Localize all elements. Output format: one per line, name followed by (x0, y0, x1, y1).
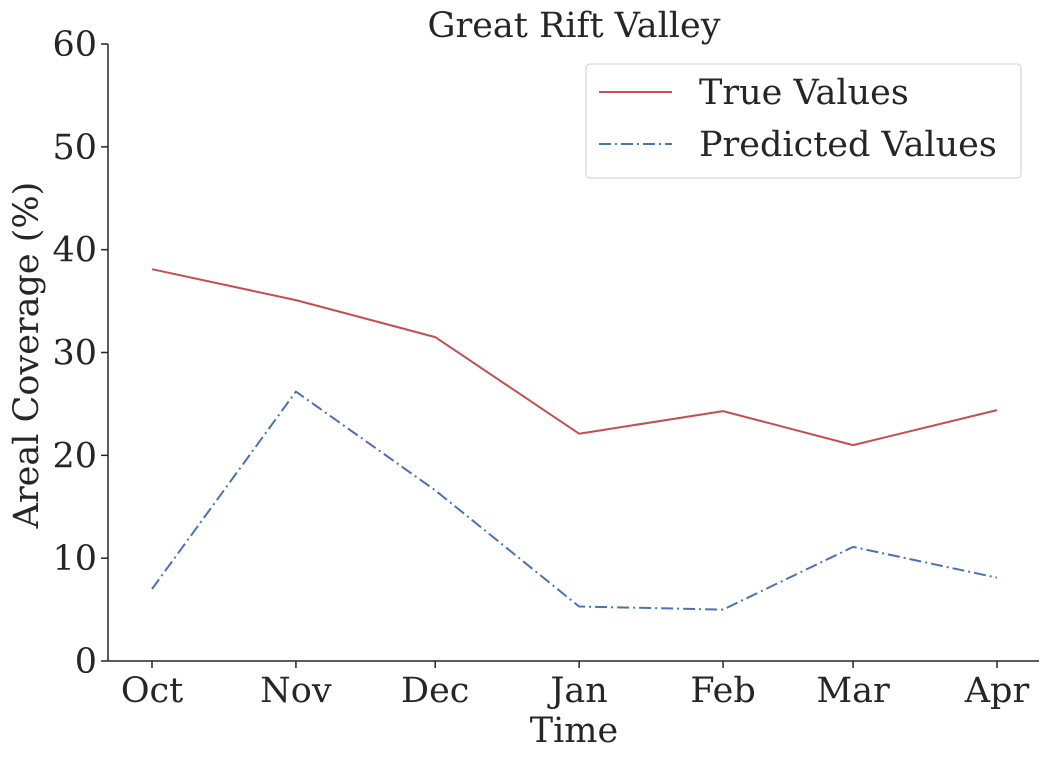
x-tick-label: Mar (816, 671, 890, 711)
x-ticks: Oct Nov Dec Jan Feb Mar Apr (121, 661, 1030, 711)
y-tick-label: 40 (52, 231, 97, 271)
y-tick-label: 50 (52, 128, 97, 168)
chart-title: Great Rift Valley (428, 6, 721, 46)
series-line-predicted-values (151, 390, 998, 611)
y-ticks: 0 10 20 30 40 50 60 (52, 25, 108, 682)
x-tick-label: Oct (121, 671, 183, 711)
legend: True Values Predicted Values (585, 63, 1022, 179)
legend-label-true-values: True Values (699, 73, 909, 113)
legend-label-predicted-values: Predicted Values (699, 125, 997, 165)
y-tick-label: 10 (52, 539, 97, 579)
y-axis-label: Areal Coverage (%) (7, 182, 47, 530)
y-tick-label: 20 (52, 436, 97, 476)
y-tick-label: 0 (75, 642, 97, 682)
x-tick-label: Dec (401, 671, 469, 711)
series-layer (151, 268, 998, 611)
x-tick-label: Feb (690, 671, 756, 711)
x-tick-label: Nov (260, 671, 332, 711)
y-tick-label: 60 (52, 25, 97, 65)
y-tick-label: 30 (52, 334, 97, 374)
x-tick-label: Apr (964, 671, 1030, 711)
x-axis-label: Time (530, 711, 618, 751)
legend-frame (585, 63, 1022, 179)
series-line-true-values (151, 268, 998, 447)
x-tick-label: Jan (547, 671, 607, 711)
